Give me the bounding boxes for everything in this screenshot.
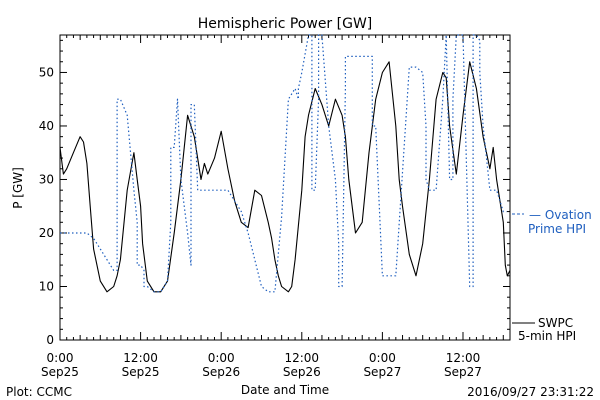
x-tick-time: 0:00 bbox=[47, 351, 74, 365]
y-tick-label: 20 bbox=[39, 226, 54, 240]
x-tick-date: Sep25 bbox=[41, 365, 79, 379]
x-tick-date: Sep26 bbox=[283, 365, 321, 379]
x-axis-label: Date and Time bbox=[241, 383, 329, 397]
y-tick-label: 0 bbox=[46, 333, 54, 347]
x-tick-time: 12:00 bbox=[123, 351, 158, 365]
x-tick-time: 0:00 bbox=[369, 351, 396, 365]
y-tick-label: 30 bbox=[39, 172, 54, 186]
footer-timestamp: 2016/09/27 23:31:22 bbox=[467, 385, 594, 399]
series-layer bbox=[59, 34, 524, 293]
plot-frame bbox=[59, 34, 511, 341]
x-tick-time: 12:00 bbox=[284, 351, 319, 365]
x-tick-time: 12:00 bbox=[446, 351, 481, 365]
x-axis-ticks: 0:00Sep2512:00Sep250:00Sep2612:00Sep260:… bbox=[41, 35, 511, 379]
legend-swpc-line2: 5-min HPI bbox=[518, 329, 576, 343]
y-tick-label: 40 bbox=[39, 119, 54, 133]
x-tick-date: Sep25 bbox=[122, 365, 160, 379]
swpc-hpi-line bbox=[59, 61, 511, 293]
y-tick-label: 50 bbox=[39, 65, 54, 79]
legend-ovation-line1: — Ovation bbox=[529, 208, 592, 222]
x-tick-time: 0:00 bbox=[208, 351, 235, 365]
legend-ovation-line2: Prime HPI bbox=[528, 222, 586, 236]
chart-title: Hemispheric Power [GW] bbox=[198, 16, 373, 32]
y-tick-label: 10 bbox=[39, 279, 54, 293]
y-axis-ticks: 0 10 20 30 40 50 bbox=[39, 39, 510, 347]
x-tick-date: Sep27 bbox=[444, 365, 482, 379]
x-tick-date: Sep27 bbox=[363, 365, 401, 379]
y-axis-label: P [GW] bbox=[11, 167, 25, 209]
legend-swpc-line1: SWPC bbox=[538, 316, 573, 330]
ovation-prime-line bbox=[60, 34, 507, 293]
footer-plot-credit: Plot: CCMC bbox=[6, 385, 72, 399]
x-tick-date: Sep26 bbox=[202, 365, 240, 379]
